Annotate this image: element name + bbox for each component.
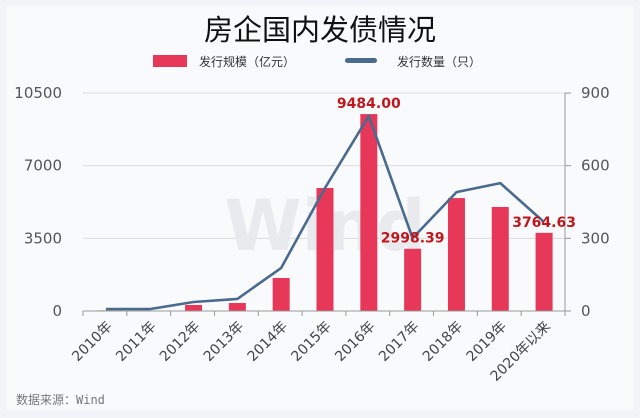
data-label: 9484.00 xyxy=(337,96,401,112)
x-tick-label: 2014年 xyxy=(245,319,291,365)
chart-title: 房企国内发债情况 xyxy=(204,13,436,47)
line-series xyxy=(105,114,545,311)
bar xyxy=(228,303,246,311)
bar xyxy=(404,248,422,311)
legend-bar-swatch xyxy=(153,55,187,67)
x-tick-label: 2013年 xyxy=(201,319,247,365)
y-right-tick: 300 xyxy=(581,229,610,247)
y-left-tick: 10500 xyxy=(14,84,62,102)
source-note: 数据来源：Wind xyxy=(16,392,105,407)
legend-bar-label: 发行规模（亿元） xyxy=(199,54,295,69)
data-label: 2998.39 xyxy=(381,231,445,247)
x-tick-label: 2012年 xyxy=(157,319,203,365)
bar xyxy=(185,304,203,311)
bar xyxy=(272,277,290,311)
x-tick-label: 2011年 xyxy=(113,319,159,365)
y-right-tick: 900 xyxy=(581,84,610,102)
x-tick-label: 2017年 xyxy=(376,319,422,365)
x-tick-label: 2010年 xyxy=(69,319,115,365)
x-tick-label: 2015年 xyxy=(288,319,334,365)
data-label: 3764.63 xyxy=(512,215,576,231)
bar xyxy=(360,114,378,312)
y-left-tick: 3500 xyxy=(24,229,62,247)
y-left-tick: 0 xyxy=(52,302,62,320)
bar xyxy=(447,198,465,311)
legend-line-label: 发行数量（只） xyxy=(397,54,481,69)
x-tick-label: 2018年 xyxy=(420,319,466,365)
y-left-tick: 7000 xyxy=(24,157,62,175)
bar xyxy=(535,232,553,311)
legend-line-swatch xyxy=(345,58,377,63)
x-tick-label: 2016年 xyxy=(332,319,378,365)
bar xyxy=(316,187,334,311)
y-right-tick: 0 xyxy=(581,302,591,320)
bar xyxy=(491,206,509,311)
y-right-tick: 600 xyxy=(581,157,610,175)
